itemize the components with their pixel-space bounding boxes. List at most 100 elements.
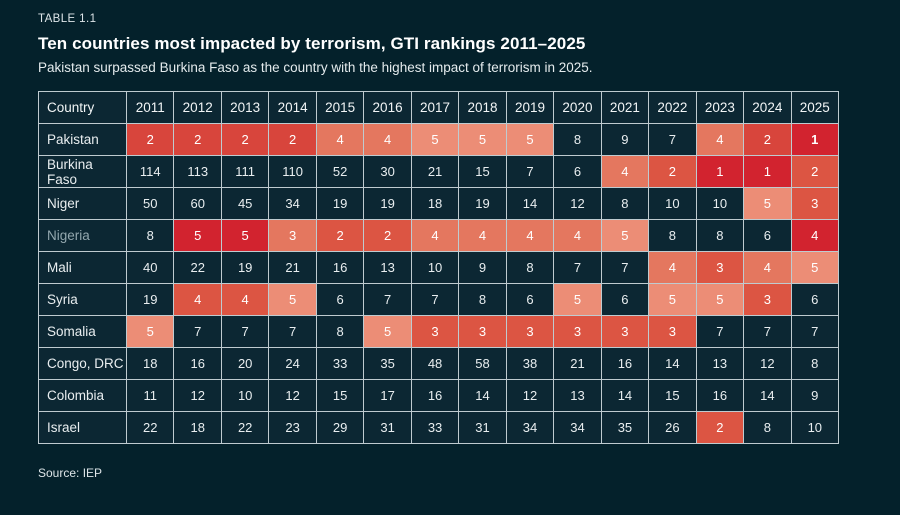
rank-cell: 33 — [410, 411, 460, 444]
rank-cell: 10 — [648, 187, 697, 220]
rank-cell: 5 — [410, 123, 460, 156]
rank-cell: 45 — [220, 187, 270, 220]
rank-cell: 34 — [268, 187, 317, 220]
rank-cell: 33 — [315, 347, 365, 380]
rank-cell: 12 — [268, 379, 317, 412]
rank-cell: 4 — [790, 219, 840, 252]
rank-cell: 19 — [315, 187, 365, 220]
rank-cell: 7 — [268, 315, 317, 348]
rank-cell: 8 — [790, 347, 840, 380]
column-header-year: 2017 — [410, 91, 460, 124]
rank-cell: 52 — [315, 155, 365, 188]
rank-cell: 16 — [600, 347, 650, 380]
table-row: Nigeria 8 5 5 3 2 2 4 4 4 4 5 8 8 6 4 — [38, 219, 840, 252]
rank-cell: 2 — [648, 155, 697, 188]
rank-cell: 5 — [600, 219, 650, 252]
rank-cell: 24 — [268, 347, 317, 380]
rank-cell: 22 — [173, 251, 222, 284]
rank-cell: 14 — [600, 379, 650, 412]
rank-cell: 9 — [458, 251, 507, 284]
rank-cell: 2 — [363, 219, 412, 252]
rank-cell: 9 — [600, 123, 650, 156]
rank-cell: 3 — [410, 315, 460, 348]
rank-cell: 3 — [268, 219, 317, 252]
country-label: Israel — [38, 411, 127, 444]
rank-cell: 16 — [315, 251, 365, 284]
rank-cell: 10 — [695, 187, 745, 220]
rank-cell: 3 — [600, 315, 650, 348]
rank-cell: 22 — [220, 411, 270, 444]
rank-cell: 2 — [220, 123, 270, 156]
rank-cell: 10 — [220, 379, 270, 412]
rank-cell: 10 — [410, 251, 460, 284]
rank-cell: 110 — [268, 155, 317, 188]
rank-cell: 4 — [600, 155, 650, 188]
rank-cell: 1 — [743, 155, 792, 188]
figure-title: Ten countries most impacted by terrorism… — [38, 34, 586, 53]
rank-cell: 19 — [125, 283, 175, 316]
table-row: Israel 22 18 22 23 29 31 33 31 34 34 35 26 2 8 10 — [38, 411, 840, 444]
rank-cell: 13 — [695, 347, 745, 380]
column-header-year: 2018 — [458, 91, 507, 124]
rank-cell: 3 — [695, 251, 745, 284]
source-note: Source: IEP — [38, 466, 103, 480]
rank-cell: 35 — [600, 411, 650, 444]
rank-cell: 34 — [553, 411, 602, 444]
rank-cell: 6 — [553, 155, 602, 188]
column-header-year: 2011 — [125, 91, 175, 124]
rank-cell: 12 — [553, 187, 602, 220]
rank-cell: 6 — [505, 283, 555, 316]
rank-cell: 29 — [315, 411, 365, 444]
column-header-year: 2016 — [363, 91, 412, 124]
rank-cell: 8 — [505, 251, 555, 284]
column-header-year: 2015 — [315, 91, 365, 124]
rank-cell: 8 — [315, 315, 365, 348]
rank-cell: 8 — [600, 187, 650, 220]
rank-cell: 5 — [553, 283, 602, 316]
rank-cell: 20 — [220, 347, 270, 380]
rank-cell: 7 — [600, 251, 650, 284]
rank-cell: 16 — [410, 379, 460, 412]
rank-cell: 3 — [505, 315, 555, 348]
table-row: Burkina Faso 114 113 111 110 52 30 21 15 7 6 4 2 1 1 2 — [38, 155, 840, 188]
rank-cell: 18 — [410, 187, 460, 220]
rank-cell: 14 — [743, 379, 792, 412]
column-header-year: 2021 — [600, 91, 650, 124]
rank-cell: 3 — [790, 187, 840, 220]
rank-cell: 2 — [268, 123, 317, 156]
rank-cell: 14 — [458, 379, 507, 412]
rank-cell: 7 — [648, 123, 697, 156]
rank-cell: 8 — [743, 411, 792, 444]
gti-rankings-table: Country 2011 2012 2013 2014 2015 2016 2017 2018 2… — [38, 91, 840, 444]
rank-cell: 4 — [743, 251, 792, 284]
rank-cell: 12 — [743, 347, 792, 380]
rank-cell: 15 — [458, 155, 507, 188]
country-label: Niger — [38, 187, 127, 220]
rank-cell: 5 — [695, 283, 745, 316]
rank-cell: 13 — [553, 379, 602, 412]
column-header-year: 2012 — [173, 91, 222, 124]
rank-cell: 34 — [505, 411, 555, 444]
table-row: Colombia 11 12 10 12 15 17 16 14 12 13 14 15 16 14 9 — [38, 379, 840, 412]
rank-cell: 17 — [363, 379, 412, 412]
rank-cell: 3 — [648, 315, 697, 348]
rank-cell: 48 — [410, 347, 460, 380]
rank-cell: 6 — [790, 283, 840, 316]
country-label: Colombia — [38, 379, 127, 412]
rank-cell: 16 — [695, 379, 745, 412]
rank-cell: 2 — [315, 219, 365, 252]
rank-cell: 7 — [505, 155, 555, 188]
rank-cell: 6 — [743, 219, 792, 252]
rank-cell: 18 — [125, 347, 175, 380]
rank-cell: 22 — [125, 411, 175, 444]
rank-cell: 19 — [363, 187, 412, 220]
rank-cell: 19 — [220, 251, 270, 284]
rank-cell: 4 — [505, 219, 555, 252]
rank-cell: 4 — [173, 283, 222, 316]
table-row: Congo, DRC 18 16 20 24 33 35 48 58 38 21 16 14 13 12 8 — [38, 347, 840, 380]
figure-subtitle: Pakistan surpassed Burkina Faso as the c… — [38, 60, 593, 75]
rank-cell: 7 — [363, 283, 412, 316]
column-header-year: 2025 — [790, 91, 840, 124]
rank-cell: 15 — [648, 379, 697, 412]
country-label: Burkina Faso — [38, 155, 127, 188]
